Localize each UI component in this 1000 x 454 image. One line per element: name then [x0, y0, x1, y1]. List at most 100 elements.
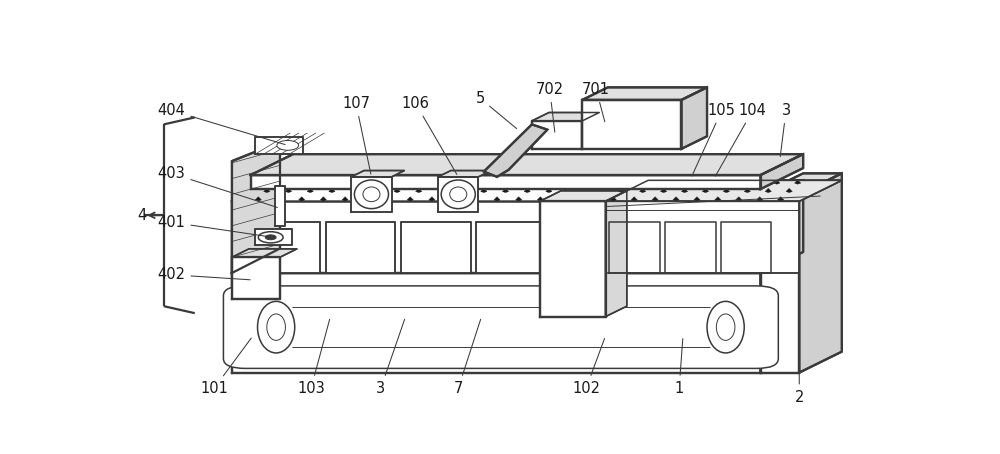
Polygon shape	[732, 180, 738, 184]
Text: 403: 403	[158, 166, 277, 207]
Polygon shape	[606, 201, 799, 273]
Polygon shape	[437, 188, 444, 192]
Polygon shape	[459, 188, 465, 192]
Polygon shape	[232, 142, 280, 273]
Polygon shape	[232, 257, 280, 299]
Polygon shape	[619, 188, 625, 192]
Polygon shape	[652, 197, 658, 201]
Polygon shape	[351, 188, 357, 192]
Polygon shape	[264, 188, 270, 192]
Polygon shape	[606, 180, 842, 201]
FancyBboxPatch shape	[223, 286, 778, 368]
Polygon shape	[761, 252, 803, 373]
Polygon shape	[546, 188, 552, 192]
Polygon shape	[394, 188, 400, 192]
Polygon shape	[532, 113, 599, 121]
Polygon shape	[537, 197, 544, 201]
Polygon shape	[715, 197, 721, 201]
Polygon shape	[761, 154, 803, 189]
Polygon shape	[799, 173, 842, 373]
Polygon shape	[232, 201, 761, 273]
Polygon shape	[275, 186, 285, 226]
Polygon shape	[416, 188, 422, 192]
Text: 107: 107	[342, 96, 371, 174]
Polygon shape	[316, 180, 322, 184]
Polygon shape	[381, 180, 387, 184]
Polygon shape	[765, 188, 771, 192]
Ellipse shape	[716, 314, 735, 340]
Polygon shape	[351, 171, 404, 177]
Polygon shape	[665, 222, 716, 273]
Polygon shape	[744, 188, 750, 192]
Polygon shape	[532, 121, 582, 149]
Polygon shape	[516, 197, 522, 201]
Polygon shape	[232, 273, 761, 373]
Polygon shape	[307, 188, 313, 192]
Text: 404: 404	[158, 103, 285, 144]
Polygon shape	[251, 222, 320, 273]
Text: 106: 106	[402, 96, 457, 174]
Text: 5: 5	[475, 91, 517, 128]
Polygon shape	[753, 180, 759, 184]
Polygon shape	[285, 188, 292, 192]
Circle shape	[265, 235, 276, 240]
Polygon shape	[255, 229, 292, 245]
Polygon shape	[690, 180, 696, 184]
Ellipse shape	[267, 314, 285, 340]
Polygon shape	[255, 197, 261, 201]
Polygon shape	[757, 197, 763, 201]
Polygon shape	[524, 188, 530, 192]
Ellipse shape	[707, 301, 744, 353]
Polygon shape	[736, 197, 742, 201]
Ellipse shape	[441, 180, 475, 209]
Polygon shape	[511, 180, 517, 184]
Text: 7: 7	[454, 319, 481, 396]
Polygon shape	[761, 194, 799, 373]
Polygon shape	[402, 180, 409, 184]
Polygon shape	[582, 100, 681, 149]
Polygon shape	[774, 180, 780, 184]
Polygon shape	[277, 197, 283, 201]
Polygon shape	[627, 180, 633, 184]
Text: 701: 701	[582, 82, 610, 122]
Polygon shape	[533, 180, 539, 184]
Polygon shape	[795, 180, 801, 184]
Polygon shape	[468, 180, 474, 184]
Polygon shape	[232, 249, 297, 257]
Text: 105: 105	[692, 103, 736, 176]
Text: 4: 4	[137, 208, 147, 223]
Polygon shape	[661, 188, 667, 192]
Polygon shape	[320, 197, 326, 201]
Polygon shape	[540, 201, 606, 317]
Polygon shape	[337, 180, 344, 184]
Polygon shape	[294, 180, 300, 184]
Text: 103: 103	[297, 319, 330, 396]
Polygon shape	[494, 197, 500, 201]
Text: 104: 104	[715, 103, 767, 176]
Polygon shape	[681, 87, 707, 149]
Polygon shape	[438, 177, 478, 212]
Polygon shape	[481, 188, 487, 192]
Polygon shape	[582, 87, 707, 100]
Polygon shape	[251, 154, 803, 175]
Polygon shape	[761, 180, 803, 273]
Polygon shape	[606, 191, 627, 317]
Polygon shape	[721, 222, 771, 273]
Polygon shape	[631, 197, 637, 201]
Polygon shape	[681, 188, 688, 192]
Polygon shape	[272, 180, 278, 184]
Polygon shape	[232, 180, 803, 201]
Polygon shape	[786, 188, 792, 192]
Polygon shape	[438, 171, 491, 177]
Ellipse shape	[363, 187, 380, 202]
Polygon shape	[723, 188, 730, 192]
Polygon shape	[609, 222, 660, 273]
Circle shape	[277, 140, 299, 150]
Polygon shape	[359, 180, 365, 184]
Ellipse shape	[450, 187, 467, 202]
Polygon shape	[385, 197, 392, 201]
Polygon shape	[489, 180, 495, 184]
Polygon shape	[429, 197, 435, 201]
Circle shape	[258, 232, 283, 243]
Polygon shape	[232, 252, 803, 273]
